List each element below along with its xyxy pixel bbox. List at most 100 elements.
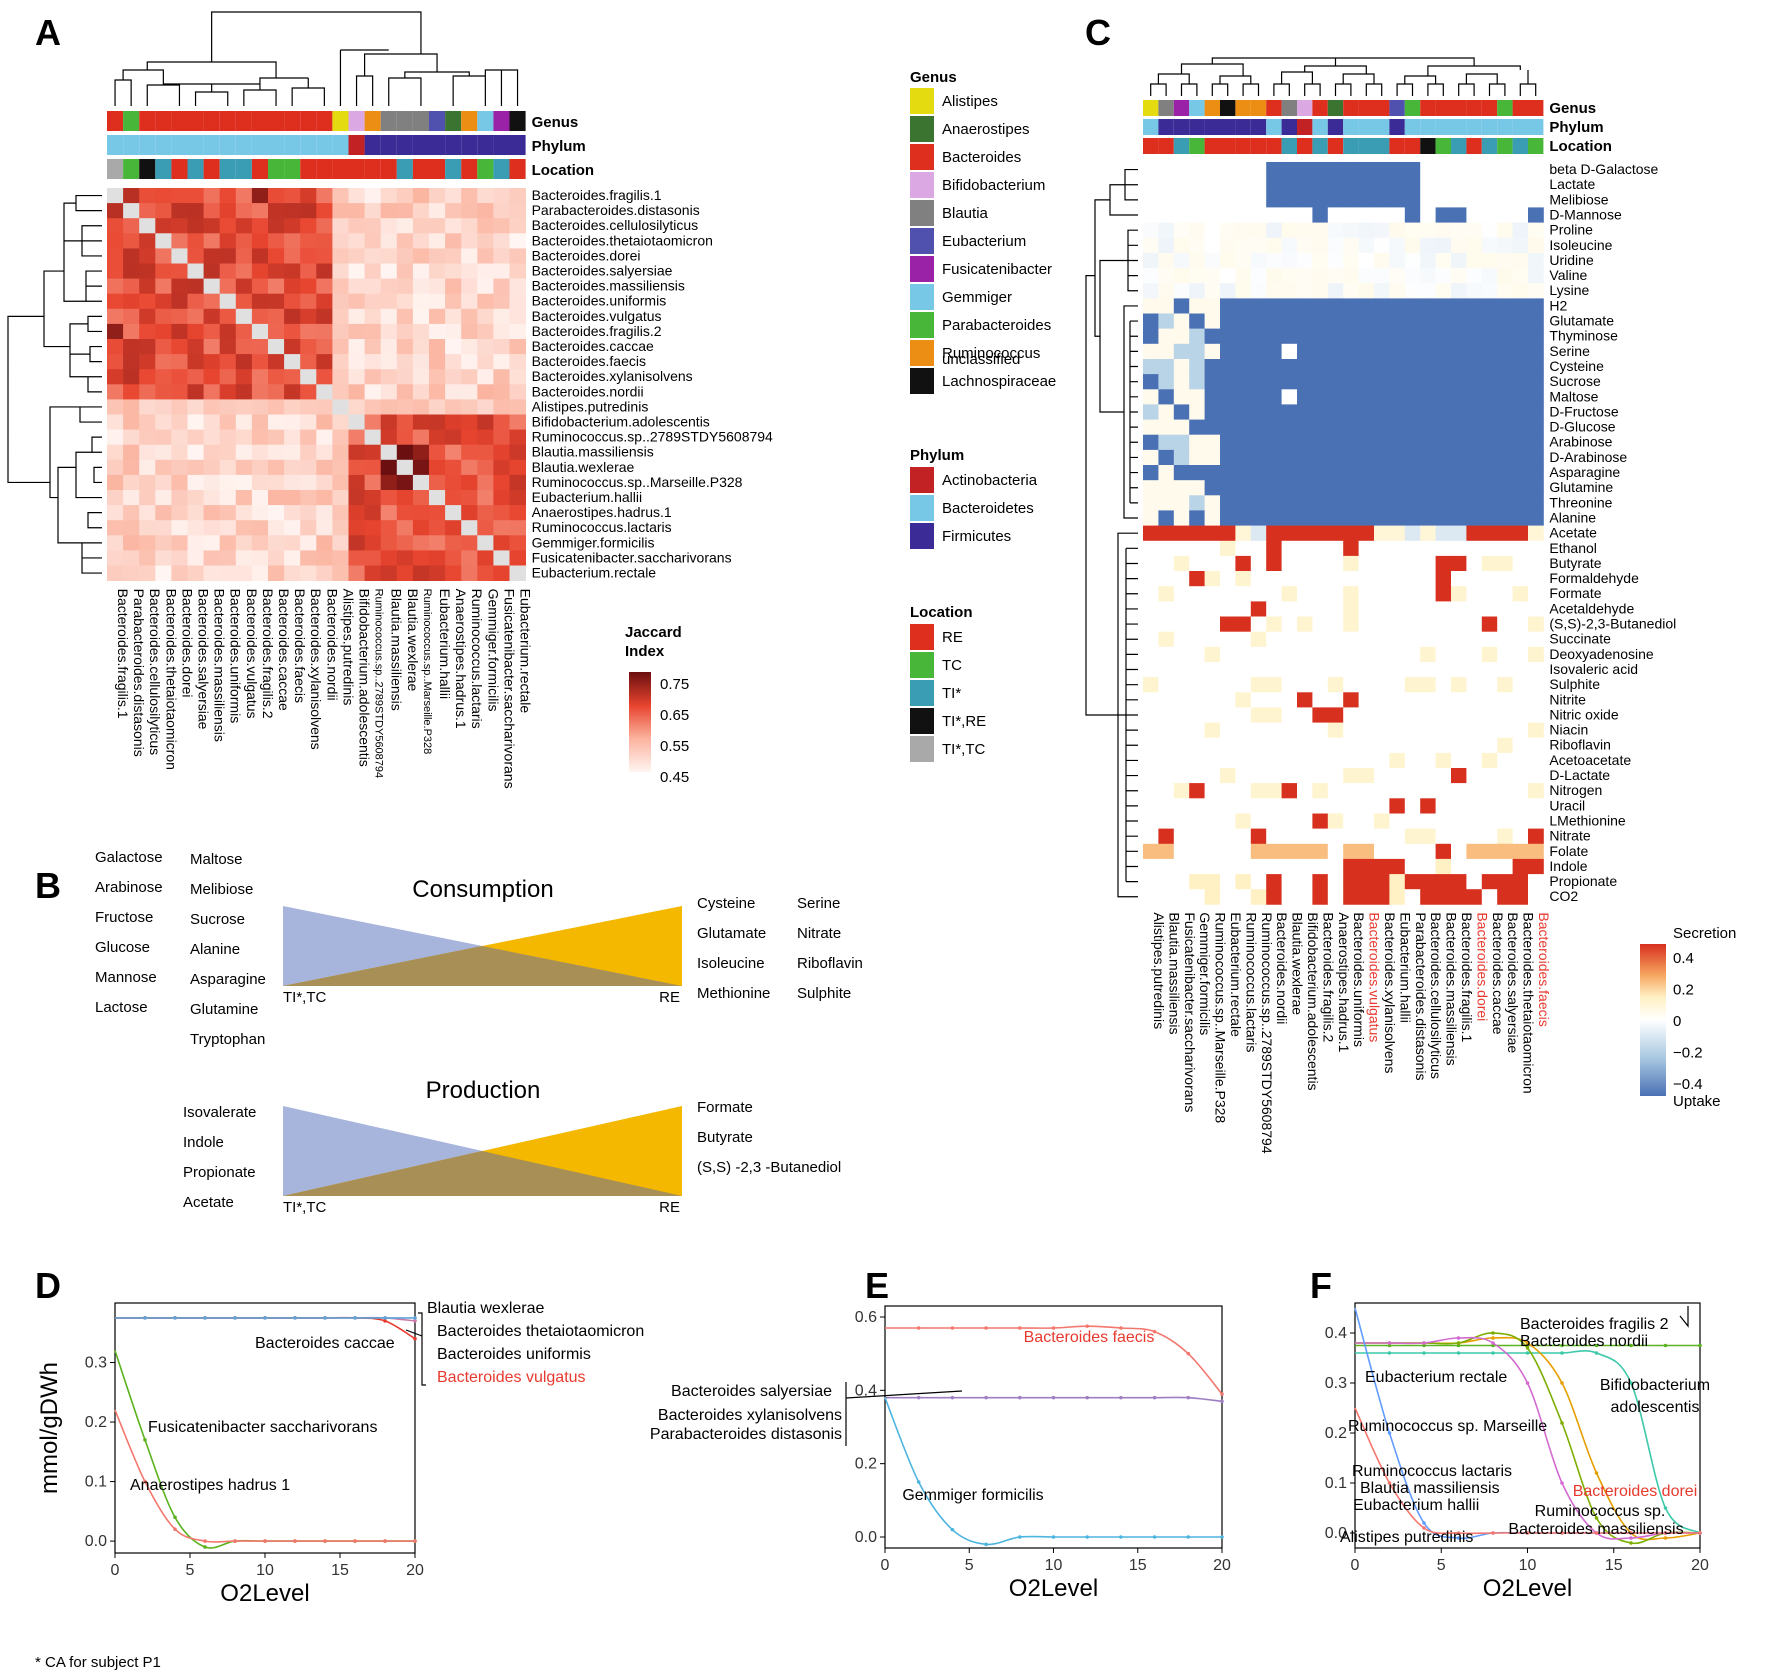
flux-cell: [1466, 359, 1483, 375]
flux-cell: [1235, 798, 1252, 814]
jaccard-cell: [445, 490, 462, 506]
flux-cell: [1281, 177, 1298, 193]
flux-cell: [1312, 646, 1329, 663]
jaccard-cell: [429, 218, 446, 234]
flux-cell: [1327, 389, 1344, 405]
flux-cell: [1358, 768, 1375, 784]
jaccard-cell: [139, 203, 156, 219]
phylum-bar-cell: [1297, 119, 1313, 135]
x-tick-label: 10: [256, 1562, 274, 1579]
jaccard-cell: [300, 490, 317, 506]
flux-cell: [1297, 540, 1313, 557]
flux-cell: [1143, 677, 1159, 693]
flux-cell: [1497, 722, 1513, 739]
flux-cell: [1389, 313, 1406, 330]
flux-cell: [1312, 268, 1329, 284]
panel-c-row-label: D-Arabinose: [1549, 449, 1627, 465]
series-point: [1456, 1341, 1461, 1345]
flux-cell: [1189, 737, 1205, 754]
flux-cell: [1266, 707, 1282, 723]
jaccard-cell: [284, 354, 301, 370]
flux-cell: [1528, 631, 1544, 648]
legend-phylum-swatch: [910, 495, 934, 521]
jaccard-cell: [396, 490, 414, 506]
jaccard-cell: [396, 218, 414, 234]
series-point: [323, 1539, 327, 1543]
flux-cell: [1404, 843, 1421, 860]
flux-cell: [1327, 586, 1344, 602]
jaccard-cell: [461, 278, 478, 295]
flux-cell: [1250, 222, 1267, 239]
flux-cell: [1497, 858, 1513, 875]
jaccard-cell: [316, 323, 333, 340]
consumption-right-item: Cysteine: [697, 895, 755, 912]
flux-cell: [1158, 313, 1175, 330]
flux-cell: [1327, 495, 1344, 511]
jaccard-cell: [380, 520, 398, 536]
jaccard-cell: [477, 188, 494, 204]
flux-cell: [1528, 813, 1544, 830]
location-bar-cell: [493, 159, 510, 179]
flux-cell: [1451, 434, 1467, 451]
series-annotation: Blautia wexlerae: [427, 1300, 545, 1317]
flux-cell: [1312, 374, 1329, 390]
flux-cell: [1512, 707, 1529, 723]
jaccard-cell: [107, 218, 124, 234]
flux-cell: [1143, 465, 1159, 481]
flux-cell: [1528, 752, 1544, 769]
flux-cell: [1374, 222, 1390, 239]
location-bar-cell: [1435, 138, 1451, 154]
flux-cell: [1497, 752, 1513, 769]
flux-cell: [1497, 540, 1513, 557]
jaccard-cell: [316, 474, 333, 491]
genus-bar-cell: [300, 111, 317, 131]
location-bar-cell: [1481, 138, 1498, 154]
jaccard-cell: [203, 459, 221, 476]
flux-cell: [1420, 237, 1436, 254]
jaccard-cell: [171, 505, 188, 521]
jaccard-cell: [429, 248, 446, 264]
jaccard-cell: [445, 550, 462, 566]
flux-cell: [1389, 662, 1406, 678]
flux-cell: [1158, 889, 1175, 905]
flux-cell: [1204, 783, 1221, 799]
jaccard-cell: [461, 308, 478, 325]
jaccard-cell: [429, 550, 446, 566]
flux-cell: [1420, 646, 1436, 663]
series-annotation: Ruminococcus sp.: [1535, 1503, 1666, 1520]
jaccard-cell: [380, 490, 398, 506]
jaccard-cell: [509, 354, 526, 370]
flux-cell: [1204, 177, 1221, 193]
jaccard-cell: [268, 429, 285, 446]
flux-cell: [1466, 389, 1483, 405]
flux-cell: [1497, 768, 1513, 784]
flux-cell: [1143, 601, 1159, 617]
jaccard-cell: [396, 339, 414, 355]
phylum-bar-cell: [1235, 119, 1251, 135]
panel-c-col-label: Bacteroides.xylanisolvens: [1382, 912, 1398, 1073]
genus-bar-cell: [1481, 100, 1498, 116]
flux-cell: [1173, 298, 1190, 314]
flux-cell: [1466, 374, 1483, 390]
jaccard-cell: [235, 218, 253, 234]
flux-cell: [1528, 222, 1544, 239]
flux-cell: [1512, 828, 1529, 845]
jaccard-cell: [123, 399, 140, 415]
jaccard-cell: [412, 218, 430, 234]
flux-cell: [1250, 631, 1267, 648]
panel-a-col-label: Fusicatenibacter.saccharivorans: [501, 589, 517, 789]
flux-cell: [1327, 722, 1344, 739]
flux-cell: [1281, 510, 1298, 526]
jaccard-cell: [429, 188, 446, 204]
flux-cell: [1420, 586, 1436, 602]
series-annotation: Bacteroides xylanisolvens: [658, 1407, 842, 1424]
flux-cell: [1266, 222, 1282, 239]
jaccard-cell: [509, 339, 526, 355]
jaccard-cell: [461, 535, 478, 551]
flux-cell: [1158, 571, 1175, 587]
flux-cell: [1266, 616, 1282, 633]
panel-c-row-label: Deoxyadenosine: [1549, 646, 1654, 662]
jaccard-cell: [171, 520, 188, 536]
flux-cell: [1374, 722, 1390, 739]
panel-c-row-label: Alanine: [1549, 509, 1596, 525]
